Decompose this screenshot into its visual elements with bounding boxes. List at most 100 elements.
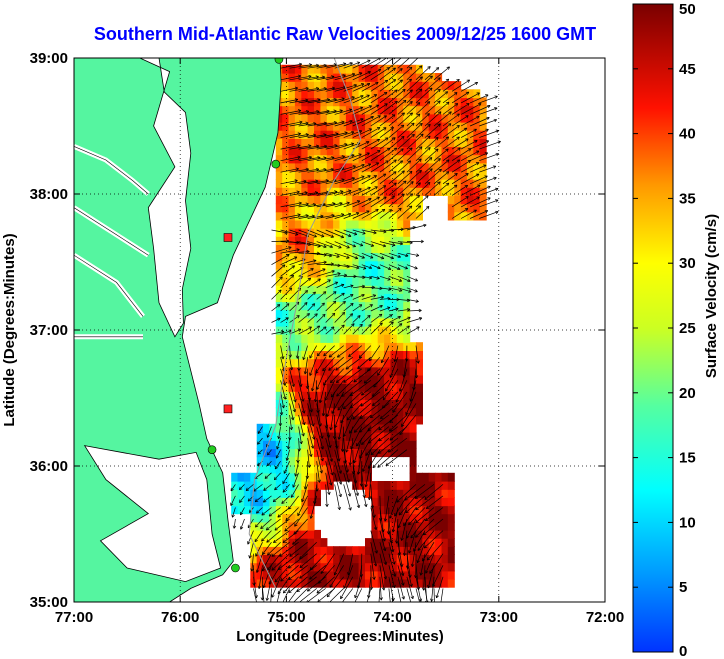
velocity-arrow xyxy=(296,345,299,359)
speed-cell xyxy=(377,81,385,90)
speed-cell xyxy=(301,81,309,90)
velocity-arrow xyxy=(271,317,281,323)
speed-cell xyxy=(352,562,360,572)
velocity-arrowhead xyxy=(305,475,310,479)
velocity-arrow xyxy=(368,472,372,500)
velocity-arrowhead xyxy=(309,409,313,413)
speed-cell xyxy=(396,228,404,237)
velocity-arrow xyxy=(424,123,441,138)
velocity-arrowhead xyxy=(288,506,292,510)
speed-cell xyxy=(288,529,296,539)
speed-cell xyxy=(390,219,398,229)
speed-cell xyxy=(345,138,353,147)
speed-cell xyxy=(447,179,455,188)
velocity-arrow xyxy=(388,136,405,150)
velocity-arrow xyxy=(388,542,395,565)
speed-cell xyxy=(288,268,296,278)
speed-cell xyxy=(358,236,366,245)
speed-cell xyxy=(301,342,309,351)
speed-cell xyxy=(466,89,474,99)
velocity-arrowhead xyxy=(256,606,259,609)
speed-cell xyxy=(358,391,366,400)
velocity-arrow xyxy=(404,530,408,556)
velocity-arrow xyxy=(283,461,290,474)
velocity-arrowhead xyxy=(384,103,388,107)
speed-cell xyxy=(416,187,423,196)
speed-cell xyxy=(416,505,423,515)
velocity-arrow xyxy=(277,576,290,595)
velocity-arrow xyxy=(370,241,386,247)
velocity-arrow xyxy=(288,553,308,569)
velocity-arrowhead xyxy=(414,375,419,379)
velocity-arrowhead xyxy=(417,205,422,209)
speed-cell xyxy=(333,195,341,205)
velocity-arrow xyxy=(257,426,263,434)
speed-cell xyxy=(314,391,321,400)
velocity-arrow xyxy=(369,345,381,361)
speed-cell xyxy=(371,64,379,74)
speed-cell xyxy=(301,219,309,229)
velocity-arrowhead xyxy=(261,512,265,516)
speed-cell xyxy=(352,260,360,270)
speed-cell xyxy=(294,285,302,294)
speed-cell xyxy=(288,521,296,531)
speed-cell xyxy=(326,252,334,262)
velocity-arrow xyxy=(336,380,354,397)
speed-cell xyxy=(352,334,360,343)
velocity-arrow xyxy=(379,287,392,290)
velocity-arrowhead xyxy=(427,181,431,186)
speed-cell xyxy=(435,472,443,482)
velocity-arrowhead xyxy=(427,123,431,128)
velocity-arrowhead xyxy=(281,500,285,504)
speed-cell xyxy=(428,521,436,531)
speed-cell xyxy=(479,113,487,123)
speed-cell xyxy=(307,570,315,580)
velocity-arrow xyxy=(413,368,417,390)
velocity-arrowhead xyxy=(392,67,396,71)
velocity-arrowhead xyxy=(395,399,399,403)
speed-cell xyxy=(282,407,290,417)
velocity-arrowhead xyxy=(386,306,391,310)
velocity-arrowhead xyxy=(419,76,423,80)
velocity-arrowhead xyxy=(429,75,433,79)
velocity-arrowhead xyxy=(358,354,363,359)
speed-cell xyxy=(352,187,360,196)
velocity-arrowhead xyxy=(340,283,345,288)
speed-cell xyxy=(384,97,392,107)
velocity-arrowhead xyxy=(437,77,441,81)
speed-cell xyxy=(403,391,411,400)
speed-cell xyxy=(447,89,455,99)
speed-cell xyxy=(339,334,347,343)
speed-cell xyxy=(358,211,366,221)
velocity-arrow xyxy=(401,403,417,427)
velocity-arrow xyxy=(322,391,327,416)
speed-cell xyxy=(326,374,334,384)
speed-cell xyxy=(403,432,411,441)
speed-cell xyxy=(416,538,423,547)
velocity-arrow xyxy=(271,331,285,335)
speed-cell xyxy=(377,154,385,164)
speed-cell xyxy=(288,105,296,115)
velocity-arrowhead xyxy=(397,552,402,556)
velocity-arrowhead xyxy=(379,597,383,601)
speed-cell xyxy=(326,554,334,564)
velocity-arrow xyxy=(424,77,441,92)
speed-cell xyxy=(403,105,411,115)
speed-cell xyxy=(447,170,455,180)
velocity-arrowhead xyxy=(373,563,378,567)
velocity-arrowhead xyxy=(485,128,489,133)
velocity-arrow xyxy=(370,305,383,312)
speed-cell xyxy=(396,334,404,343)
velocity-arrowhead xyxy=(340,419,344,424)
velocity-arrowhead xyxy=(408,66,413,71)
speed-cell xyxy=(365,179,372,188)
speed-cell xyxy=(454,130,462,139)
speed-cell xyxy=(314,481,321,490)
velocity-arrowhead xyxy=(427,609,430,612)
speed-cell xyxy=(473,187,481,196)
velocity-arrow xyxy=(325,300,337,312)
velocity-arrowhead xyxy=(409,147,413,151)
speed-cell xyxy=(282,138,290,147)
velocity-arrow xyxy=(378,588,381,602)
station-marker xyxy=(223,404,233,414)
